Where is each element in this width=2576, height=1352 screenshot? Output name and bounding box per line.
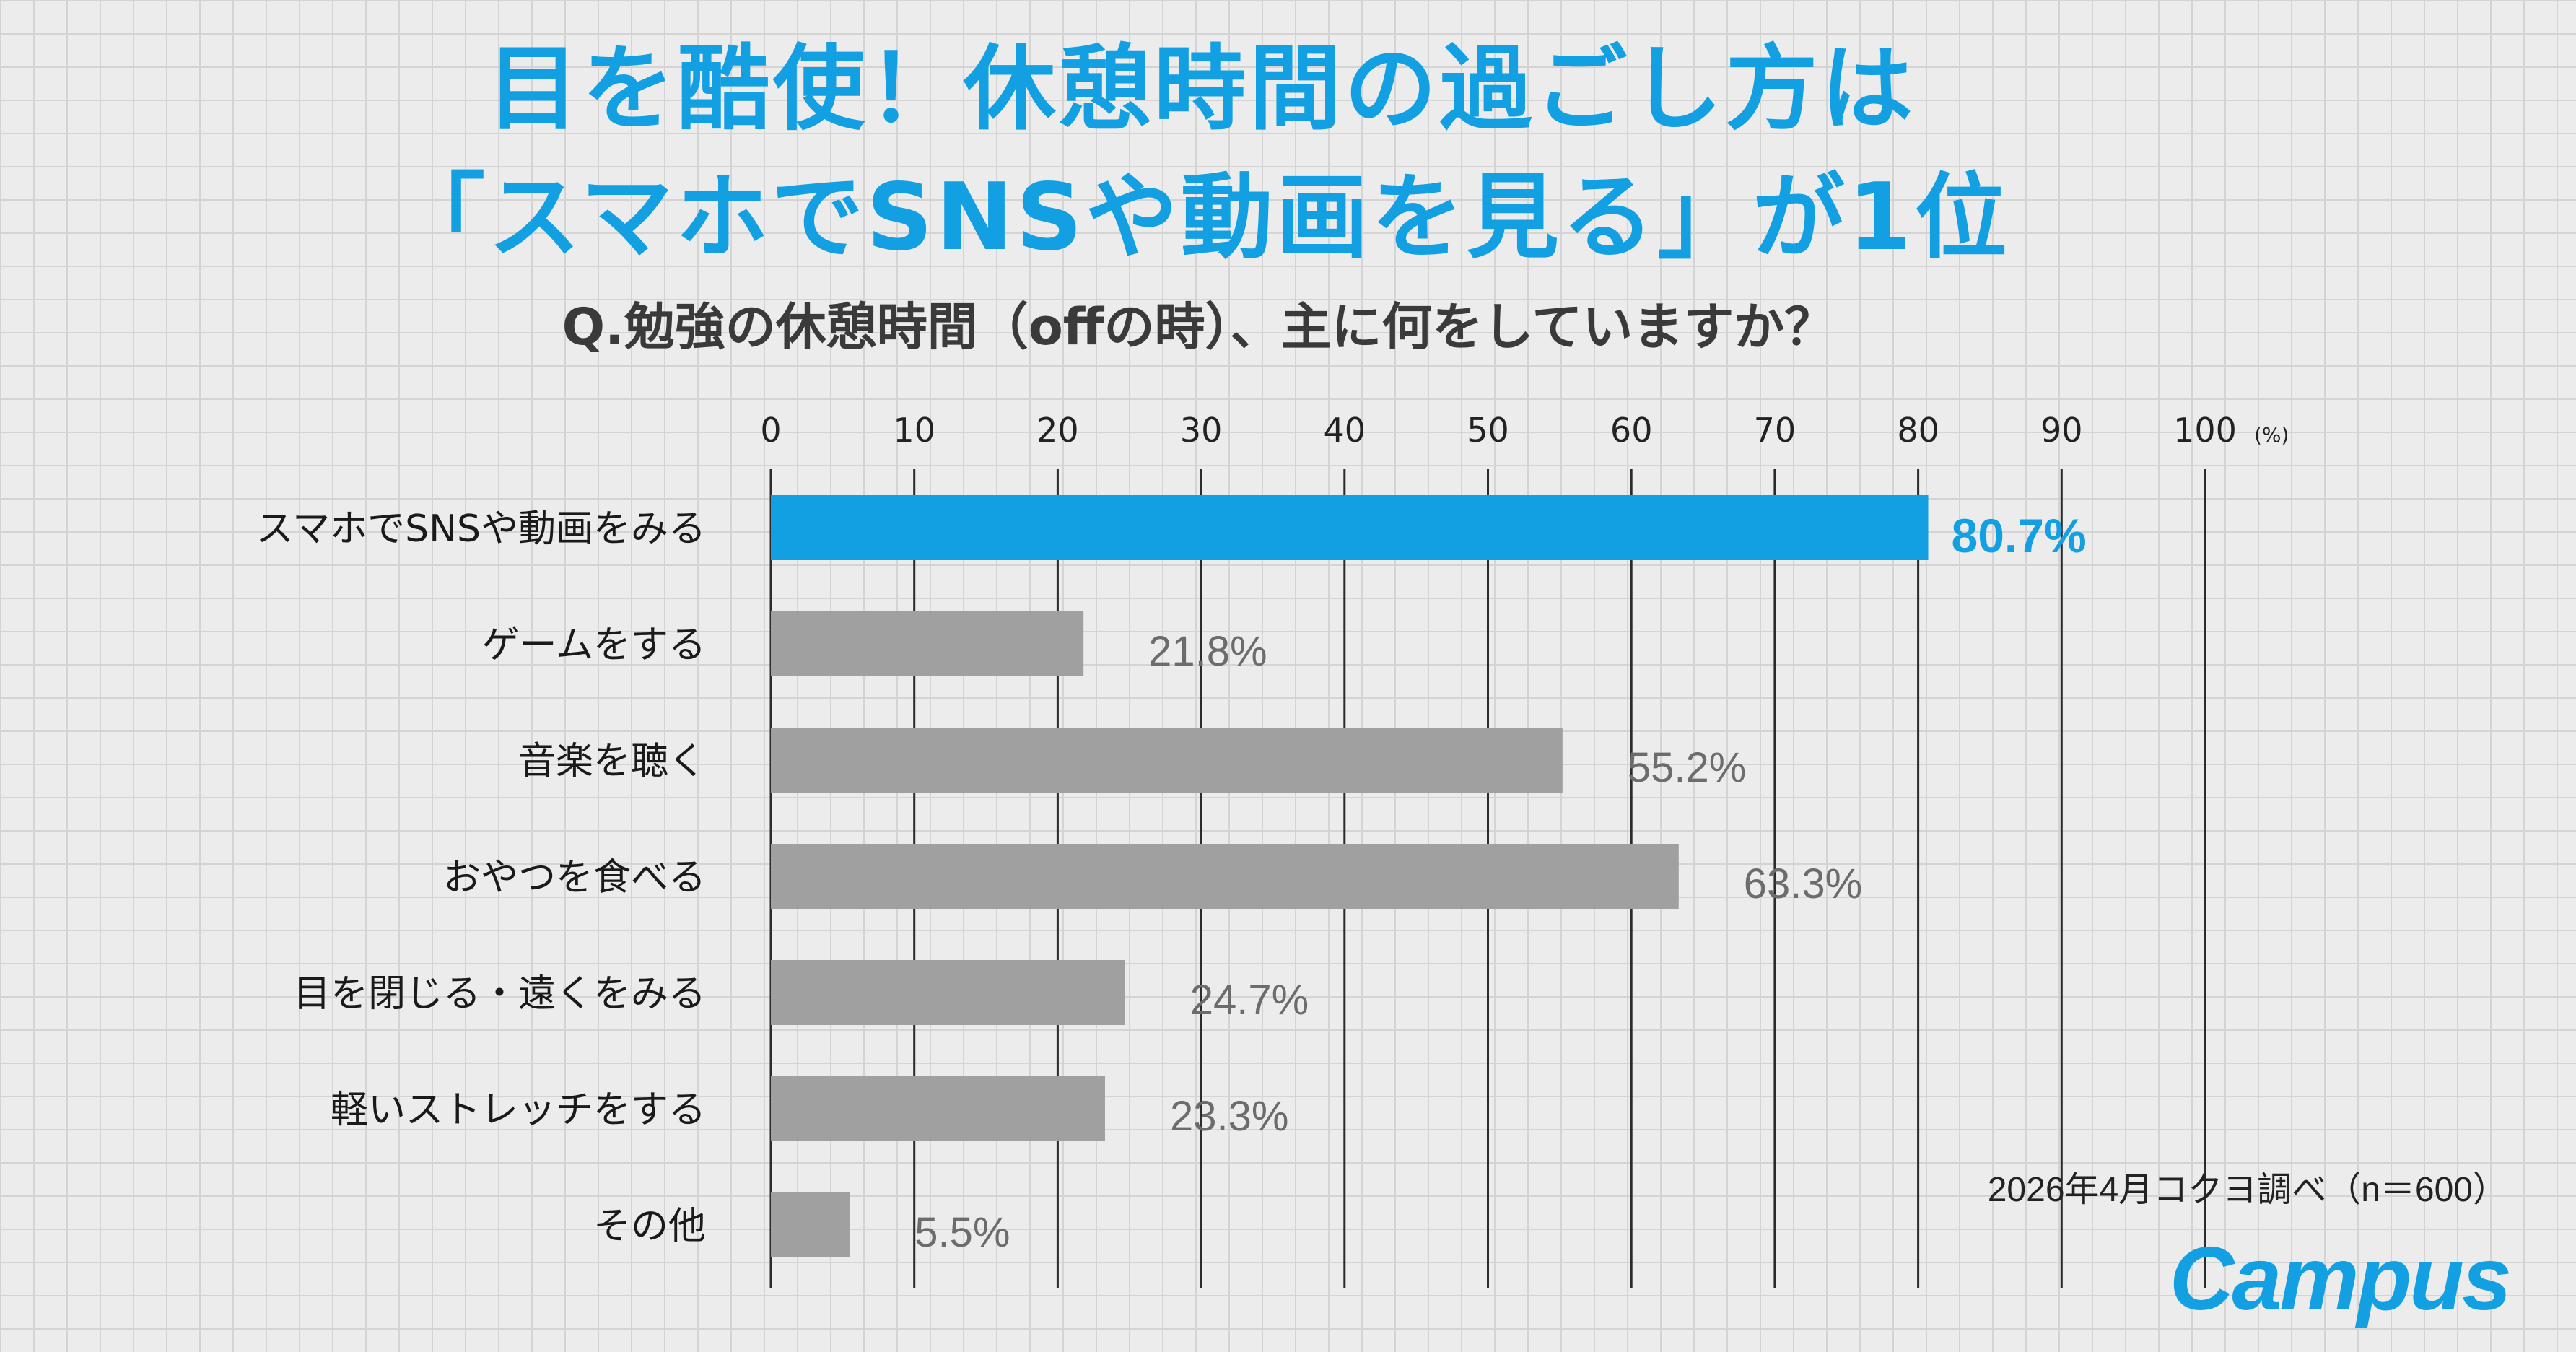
category-label: 音楽を聴く	[518, 740, 706, 783]
campus-logo: Campus	[2169, 1229, 2512, 1329]
chart-title-line-1: 目を酷使！休憩時間の過ごし方は	[486, 35, 1916, 143]
survey-note: 2026年4月コクヨ調べ（n＝600）	[1987, 1171, 2507, 1209]
x-tick-label: 30	[1180, 411, 1223, 450]
category-label: ゲームをする	[482, 624, 706, 667]
bar	[771, 1076, 1105, 1141]
category-label: その他	[593, 1205, 706, 1248]
x-unit-label: (%)	[2254, 423, 2289, 447]
x-tick-label: 10	[893, 411, 935, 450]
x-tick-label: 40	[1324, 411, 1366, 450]
value-label: 5.5%	[914, 1209, 1010, 1256]
bars	[771, 495, 1929, 1257]
x-tick-label: 100	[2173, 411, 2237, 450]
x-tick-label: 90	[2040, 411, 2083, 450]
category-labels: スマホでSNSや動画をみるゲームをする音楽を聴くおやつを食べる目を閉じる・遠くを…	[256, 507, 706, 1248]
category-label: 目を閉じる・遠くをみる	[293, 972, 706, 1016]
survey-question: Q.勉強の休憩時間（offの時）、主に何をしていますか？	[562, 297, 1835, 357]
bar	[771, 495, 1929, 560]
bar	[771, 728, 1563, 793]
bar	[771, 960, 1125, 1025]
bar	[771, 611, 1084, 676]
category-label: スマホでSNSや動画をみる	[256, 507, 706, 551]
x-tick-label: 0	[760, 411, 781, 450]
value-label: 55.2%	[1628, 744, 1746, 791]
x-tick-label: 50	[1467, 411, 1509, 450]
bar	[771, 1192, 850, 1257]
value-label: 23.3%	[1170, 1093, 1288, 1140]
bar	[771, 844, 1679, 909]
value-label: 80.7%	[1952, 509, 2087, 562]
x-tick-label: 60	[1610, 411, 1653, 450]
value-label: 24.7%	[1190, 977, 1309, 1024]
x-axis-ticks: 0 10 20 30 40 50 60 70 80 90 100 (%)	[760, 411, 2289, 450]
value-label: 21.8%	[1148, 628, 1267, 675]
x-tick-label: 20	[1036, 411, 1079, 450]
category-label: おやつを食べる	[443, 856, 706, 899]
chart-title-line-2: 「スマホでSNSや動画を見る」が1位	[393, 164, 2010, 271]
category-label: 軽いストレッチをする	[331, 1089, 706, 1132]
x-tick-label: 80	[1897, 411, 1939, 450]
x-tick-label: 70	[1754, 411, 1796, 450]
value-label: 63.3%	[1744, 860, 1862, 907]
value-labels: 80.7% 21.8% 55.2% 63.3% 24.7% 23.3% 5.5%	[914, 509, 2086, 1256]
